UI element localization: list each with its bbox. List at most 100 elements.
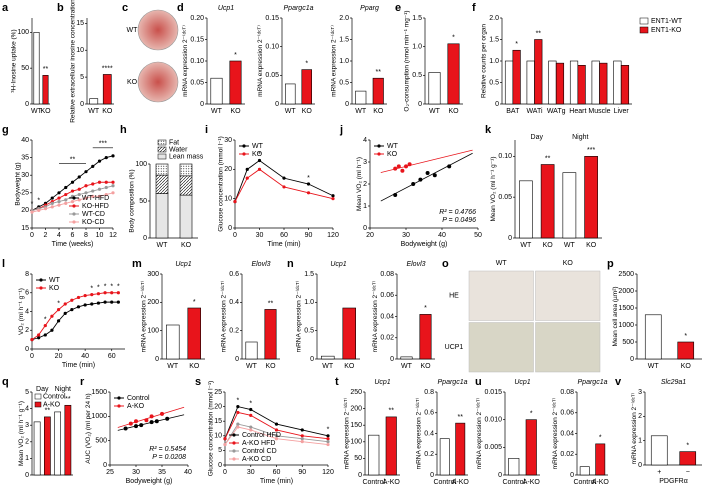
bar [447,43,460,105]
x-tick-label: Control [433,479,456,486]
point [393,166,398,171]
y-tick-label: 25 [214,389,222,396]
x-tick-label: KO [344,363,355,370]
y-tick-label: 15 [76,20,84,27]
x-tick-label: 25 [106,469,114,476]
panel-letter: q [2,376,9,388]
y-tick-label: 0.8 [424,389,434,396]
bar [245,341,258,360]
point [223,437,227,441]
y-tick-label: 0.06 [560,410,574,417]
x-tick-label: 6 [71,232,75,239]
y-tick-label: 0.5 [489,79,499,86]
chart-title: Ucp1 [175,261,191,268]
panel-letter: l [2,258,5,270]
bar [679,451,697,466]
legend-label: A-KO HFD [242,440,275,447]
panel-letter: i [205,124,208,136]
panel-letter: a [2,2,9,14]
point [90,302,94,306]
y-tick-label: 2 [363,181,367,188]
group-label: Day [36,386,49,393]
point [77,198,81,202]
significance: * [234,52,237,59]
bar [591,60,600,105]
x-tick-label: WT [401,363,413,370]
bar [555,62,565,105]
y-axis-label: Relative extracellular inosine concentra… [69,0,76,123]
legend-marker [242,144,246,148]
series-line [224,411,329,440]
y-axis-label: Mean VO₂ (ml h⁻¹ g⁻¹) [18,401,25,466]
annotation: * [90,285,93,292]
point [70,308,74,312]
x-tick-label: WT [167,363,179,370]
chart-title: Ppargc1a [578,379,608,386]
point [110,291,114,295]
y-tick-label: 0 [25,472,29,479]
y-axis-label: Body composition (%) [129,169,136,232]
bar [419,314,432,360]
y-tick-label: 40 [21,137,29,144]
y-tick-label: 20 [224,166,232,173]
y-tick-label: 1.5 [339,36,349,43]
annotation: * [117,284,120,291]
bar [512,49,521,105]
annotation: ** [70,157,76,164]
bar [562,172,577,239]
point [37,333,41,337]
panel-letter: o [442,258,449,270]
point [70,180,75,184]
bar [385,416,397,476]
point [83,303,87,307]
y-tick-label: 2000 [618,288,634,295]
y-tick-label: 5 [218,447,222,454]
panel-letter: p [607,258,614,270]
y-tick-label: 20 [21,207,29,214]
bar [584,156,598,239]
y-axis-label: mRNA expression 2⁻⁽ᵈᶜᵀ⁾ [140,280,148,352]
x-tick-label: 0 [30,232,34,239]
y-axis-label: Glucose concentration (mmol l⁻¹) [217,136,224,232]
y-tick-label: 50 [139,198,147,205]
x-tick-label: BAT [506,108,520,115]
significance: * [530,411,533,418]
chart-title: Ucp1 [514,379,530,386]
y-tick-label: 1 [25,455,29,462]
y-tick-label: 0 [508,235,512,242]
point [104,192,108,197]
x-tick-label: WT [564,242,576,249]
legend-label: KO [387,151,398,158]
point [257,167,262,171]
y-tick-label: 0 [310,356,314,363]
legend-label: WT-CD [82,211,105,218]
point [91,164,95,168]
x-tick-label: 4 [57,232,61,239]
point [37,336,41,340]
x-tick-label: 60 [108,353,116,360]
y-tick-label: 0 [430,472,434,479]
note: R² = 0.4766 [439,209,476,216]
y-tick-label: 0.5 [412,72,422,79]
y-tick-label: 1.5 [412,15,422,22]
bar [229,60,242,105]
x-tick-label: 30 [247,469,255,476]
chart-title: Pparg [360,5,379,12]
x-axis-label: Bodyweight (g) [126,478,173,485]
significance: * [686,442,689,449]
annotation: * [249,400,252,407]
x-tick-label: 120 [322,469,334,476]
point [84,170,88,174]
point [30,210,34,214]
group-label: Night [55,386,71,393]
legend-marker [117,404,121,408]
x-tick-label: Muscle [588,108,610,115]
point [57,191,61,195]
annotation: * [97,285,100,292]
legend-marker [377,152,381,156]
bar [534,39,543,105]
point [326,437,330,441]
y-tick-label: 1.0 [412,44,422,51]
point [393,193,398,197]
